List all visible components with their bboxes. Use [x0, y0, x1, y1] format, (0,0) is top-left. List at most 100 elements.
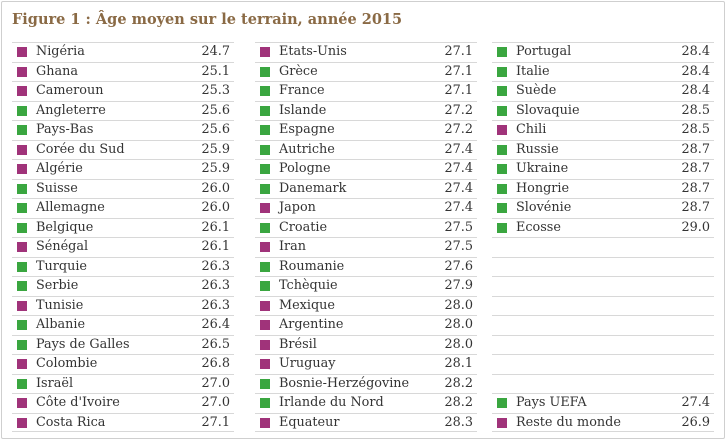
average-age-value: 28.5	[681, 122, 711, 137]
average-age-value: 27.5	[444, 239, 474, 254]
average-age-value: 26.1	[201, 219, 231, 235]
green-square-marker	[260, 398, 270, 408]
country-name: Pays-Bas	[36, 122, 94, 137]
table-row: Islande 27.2	[255, 100, 477, 121]
purple-square-marker	[17, 300, 27, 311]
average-age-value: 27.1	[444, 83, 474, 98]
average-age-value: 26.9	[681, 414, 711, 430]
table-row: Brésil 28.0	[255, 334, 477, 355]
table-row: Ukraine 28.7	[492, 159, 714, 179]
average-age-value: 27.4	[444, 180, 474, 196]
table-row: Mexique 28.0	[255, 295, 477, 316]
table-row: Pays UEFA 27.4	[492, 393, 714, 413]
country-name: Slovénie	[516, 200, 572, 215]
country-name: Costa Rica	[36, 414, 106, 430]
table-row: Serbie 26.3	[12, 276, 234, 296]
average-age-value: 25.9	[201, 141, 231, 157]
table-row: Tunisie 26.3	[12, 295, 234, 316]
table-row: Uruguay 28.1	[255, 354, 477, 374]
country-name: Reste du monde	[516, 414, 621, 430]
average-age-value: 28.2	[444, 375, 474, 391]
average-age-value: 27.4	[444, 141, 474, 157]
green-square-marker	[17, 261, 27, 272]
country-name: Irlande du Nord	[279, 395, 384, 410]
country-name: Belgique	[36, 219, 94, 235]
country-name: Argentine	[279, 317, 344, 332]
average-age-value: 28.0	[444, 297, 474, 313]
table-row: France 27.1	[255, 81, 477, 101]
average-age-value: 25.3	[201, 83, 231, 98]
country-name: Italie	[516, 63, 550, 79]
empty-row	[492, 315, 714, 335]
table-row: Algérie 25.9	[12, 159, 234, 179]
average-age-value: 27.0	[201, 395, 231, 410]
green-square-marker	[497, 203, 507, 213]
green-square-marker	[17, 125, 27, 135]
country-name: Brésil	[279, 336, 317, 352]
table-row: Pays-Bas 25.6	[12, 120, 234, 140]
column-1: Nigéria 24.7 Ghana 25.1 Cameroun 25.3 Angleter…	[12, 42, 234, 432]
country-name: Bosnie-Herzégovine	[279, 375, 410, 391]
green-square-marker	[17, 281, 27, 291]
average-age-value: 26.0	[201, 200, 231, 215]
green-square-marker	[260, 125, 270, 135]
purple-square-marker	[260, 417, 270, 428]
table-row: Angleterre 25.6	[12, 100, 234, 121]
green-square-marker	[497, 398, 507, 408]
empty-row	[492, 334, 714, 355]
average-age-value: 27.9	[444, 278, 474, 293]
green-square-marker	[260, 183, 270, 194]
country-name: Tchèquie	[279, 278, 338, 293]
average-age-value: 28.3	[444, 414, 474, 430]
table-row: Colombie 26.8	[12, 354, 234, 374]
table-row: Chili 28.5	[492, 120, 714, 140]
empty-row	[492, 295, 714, 316]
country-name: Ukraine	[516, 161, 569, 176]
country-name: Grèce	[279, 63, 318, 79]
average-age-value: 27.6	[444, 258, 474, 274]
average-age-value: 28.4	[681, 63, 711, 79]
table-row: Iran 27.5	[255, 237, 477, 257]
purple-square-marker	[17, 164, 27, 174]
table-row: Slovaquie 28.5	[492, 100, 714, 121]
average-age-value: 27.1	[201, 414, 231, 430]
purple-square-marker	[17, 398, 27, 408]
country-name: Ecosse	[516, 219, 561, 235]
country-name: Danemark	[279, 180, 347, 196]
table-row: Hongrie 28.7	[492, 178, 714, 199]
average-age-value: 25.6	[201, 102, 231, 118]
green-square-marker	[17, 105, 27, 116]
green-square-marker	[260, 281, 270, 291]
table-row: Grèce 27.1	[255, 61, 477, 82]
average-age-value: 27.2	[444, 102, 474, 118]
purple-square-marker	[260, 300, 270, 311]
average-age-value: 27.4	[444, 200, 474, 215]
purple-square-marker	[260, 242, 270, 252]
purple-square-marker	[260, 359, 270, 369]
average-age-value: 28.7	[681, 141, 711, 157]
table-row: Argentine 28.0	[255, 315, 477, 335]
average-age-value: 25.1	[201, 63, 231, 79]
table-row: Albanie 26.4	[12, 315, 234, 335]
figure-title: Figure 1 : Âge moyen sur le terrain, ann…	[12, 11, 403, 28]
country-name: Israël	[36, 375, 74, 391]
average-age-value: 28.5	[681, 102, 711, 118]
country-name: Colombie	[36, 356, 98, 371]
average-age-value: 28.4	[681, 83, 711, 98]
table-row: Nigéria 24.7	[12, 42, 234, 62]
column-3: Portugal 28.4 Italie 28.4 Suède 28.4 Slovaquie…	[492, 42, 714, 432]
average-age-value: 24.7	[201, 44, 231, 59]
green-square-marker	[497, 183, 507, 194]
empty-row	[492, 237, 714, 257]
country-name: Albanie	[36, 317, 86, 332]
column-2: Etats-Unis 27.1 Grèce 27.1 France 27.1 Islande…	[255, 42, 477, 432]
green-square-marker	[497, 144, 507, 155]
green-square-marker	[17, 339, 27, 350]
table-row: Corée du Sud 25.9	[12, 139, 234, 160]
green-square-marker	[260, 222, 270, 233]
green-square-marker	[17, 378, 27, 389]
table-row: Tchèquie 27.9	[255, 276, 477, 296]
average-age-value: 27.4	[681, 395, 711, 410]
country-name: Sénégal	[36, 239, 89, 254]
purple-square-marker	[17, 86, 27, 96]
